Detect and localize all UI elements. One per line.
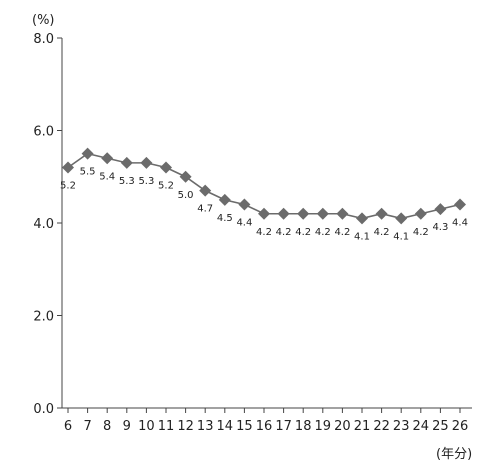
x-tick-label: 20 bbox=[334, 419, 351, 434]
y-tick-label: 8.0 bbox=[33, 32, 54, 47]
x-tick-label: 15 bbox=[236, 419, 253, 434]
data-label: 4.2 bbox=[315, 227, 331, 238]
data-label: 4.2 bbox=[256, 227, 272, 238]
x-tick-label: 6 bbox=[64, 419, 72, 434]
x-tick-label: 24 bbox=[413, 419, 430, 434]
x-tick-label: 18 bbox=[295, 419, 312, 434]
y-tick-label: 4.0 bbox=[33, 217, 54, 232]
data-point-marker bbox=[199, 184, 212, 197]
series-line bbox=[62, 147, 466, 225]
x-tick-label: 26 bbox=[452, 419, 469, 434]
x-tick-label: 25 bbox=[432, 419, 449, 434]
x-tick-label: 16 bbox=[256, 419, 273, 434]
data-label: 4.4 bbox=[236, 218, 252, 229]
data-label: 4.1 bbox=[354, 231, 370, 242]
data-point-marker bbox=[101, 152, 114, 165]
data-label: 5.2 bbox=[60, 181, 76, 192]
data-label: 5.0 bbox=[178, 190, 194, 201]
data-label: 4.5 bbox=[217, 213, 233, 224]
y-axis-unit-label: (%) bbox=[32, 13, 55, 28]
x-axis-unit-label: (年分) bbox=[436, 447, 472, 462]
data-point-marker bbox=[434, 203, 447, 216]
data-point-marker bbox=[297, 207, 310, 220]
data-point-marker bbox=[120, 156, 133, 169]
data-point-marker bbox=[375, 207, 388, 220]
data-label: 4.2 bbox=[413, 227, 429, 238]
x-tick-label: 23 bbox=[393, 419, 410, 434]
data-point-marker bbox=[336, 207, 349, 220]
data-label: 4.2 bbox=[374, 227, 390, 238]
x-tick-label: 11 bbox=[158, 419, 175, 434]
data-label: 4.7 bbox=[197, 204, 213, 215]
data-point-marker bbox=[395, 212, 408, 225]
x-tick-label: 13 bbox=[197, 419, 214, 434]
data-point-marker bbox=[414, 207, 427, 220]
data-label: 4.4 bbox=[452, 218, 468, 229]
data-point-marker bbox=[218, 193, 231, 206]
y-tick-label: 6.0 bbox=[33, 125, 54, 140]
data-label: 4.2 bbox=[276, 227, 292, 238]
data-point-marker bbox=[81, 147, 94, 160]
data-label: 5.3 bbox=[119, 176, 135, 187]
data-label: 4.2 bbox=[334, 227, 350, 238]
data-point-marker bbox=[238, 198, 251, 211]
data-point-marker bbox=[454, 198, 466, 211]
data-point-marker bbox=[140, 156, 153, 169]
data-point-marker bbox=[258, 207, 270, 220]
data-label: 5.4 bbox=[99, 171, 115, 182]
data-point-marker bbox=[356, 212, 368, 225]
x-tick-label: 8 bbox=[103, 419, 111, 434]
data-point-marker bbox=[160, 161, 172, 174]
data-label: 4.2 bbox=[295, 227, 311, 238]
data-label: 4.1 bbox=[393, 231, 409, 242]
x-tick-label: 17 bbox=[275, 419, 292, 434]
data-label: 5.2 bbox=[158, 181, 174, 192]
data-point-marker bbox=[277, 207, 290, 220]
x-tick-label: 21 bbox=[354, 419, 371, 434]
axes: 0.02.04.06.08.06 7 8 9 10 11 12 13 14 15 16 17 18 19 2… bbox=[33, 32, 472, 434]
data-label: 4.3 bbox=[432, 222, 448, 233]
y-tick-label: 0.0 bbox=[33, 402, 54, 417]
y-tick-label: 2.0 bbox=[33, 310, 54, 325]
data-labels: 5.25.5 5.4 5.3 5.3 5.25.04.74.5 4.44.2 4.2 4.2 4… bbox=[60, 167, 468, 243]
data-point-marker bbox=[62, 161, 74, 174]
x-tick-label: 12 bbox=[177, 419, 194, 434]
data-label: 5.5 bbox=[80, 167, 96, 178]
x-tick-label: 22 bbox=[373, 419, 390, 434]
data-point-marker bbox=[179, 170, 192, 183]
x-tick-label: 19 bbox=[315, 419, 332, 434]
x-tick-label: 7 bbox=[83, 419, 91, 434]
x-tick-label: 14 bbox=[217, 419, 234, 434]
data-point-marker bbox=[316, 207, 329, 220]
x-tick-label: 9 bbox=[123, 419, 131, 434]
data-label: 5.3 bbox=[138, 176, 154, 187]
x-tick-label: 10 bbox=[138, 419, 155, 434]
